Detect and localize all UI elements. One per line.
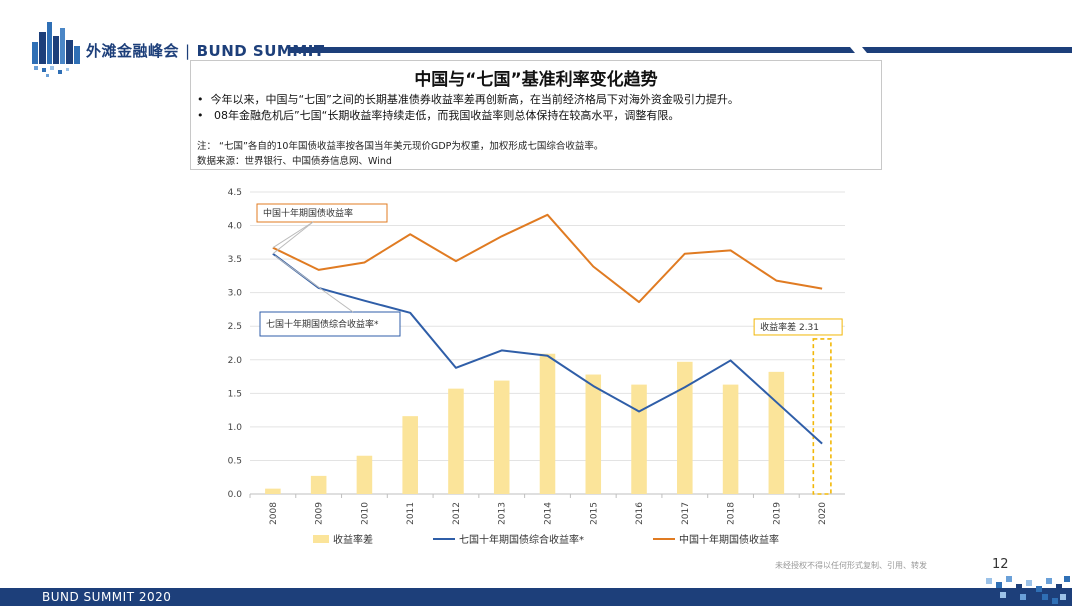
highlight-label-box bbox=[753, 318, 843, 336]
x-tick-label: 2009 bbox=[315, 502, 325, 525]
x-tick-label: 2012 bbox=[452, 502, 462, 525]
bar-收益率差 bbox=[585, 374, 602, 494]
y-tick-label: 2.5 bbox=[228, 322, 242, 332]
y-tick-label: 4.0 bbox=[228, 222, 243, 232]
page-title: 中国与“七国”基准利率变化趋势 bbox=[414, 70, 658, 90]
annotation-g7-leader bbox=[274, 255, 354, 313]
annotation-g7: 七国十年期国债综合收益率* bbox=[266, 318, 379, 330]
x-tick-label: 2013 bbox=[498, 502, 508, 525]
x-tick-label: 2018 bbox=[727, 502, 737, 525]
y-tick-label: 1.0 bbox=[228, 423, 243, 433]
annotation-china-box bbox=[256, 203, 388, 223]
chart-area: 0.0 0.5 1.0 1.5 2.0 2.5 3.0 3.5 4.0 4.5 2008 2009 20… bbox=[193, 182, 883, 557]
highlight-label: 收益率差 2.31 bbox=[760, 321, 819, 333]
x-tick-label: 2017 bbox=[681, 502, 691, 525]
x-tick-label: 2015 bbox=[589, 502, 599, 525]
bar-收益率差 bbox=[677, 361, 693, 494]
bar-收益率差 bbox=[722, 384, 739, 494]
skyline-logo-icon bbox=[32, 22, 80, 77]
bar-收益率差 bbox=[265, 488, 281, 494]
bar-收益率差 bbox=[539, 353, 556, 494]
y-tick-label: 2.0 bbox=[228, 356, 243, 366]
header-box: 中国与“七国”基准利率变化趋势 • 今年以来，中国与“七国”之间的长期基准债券收… bbox=[190, 60, 882, 170]
x-tick-label: 2016 bbox=[635, 502, 645, 525]
bar-收益率差 bbox=[310, 475, 327, 494]
y-tick-label: 3.5 bbox=[228, 255, 242, 265]
footer-text: BUND SUMMIT 2020 bbox=[42, 590, 172, 604]
page-number: 12 bbox=[992, 557, 1009, 572]
y-tick-label: 4.5 bbox=[228, 188, 242, 198]
bar-收益率差 bbox=[402, 416, 418, 494]
x-tick-label: 2020 bbox=[818, 502, 828, 525]
legend-label: 收益率差 bbox=[333, 533, 373, 546]
bar-收益率差 bbox=[631, 384, 647, 494]
header-stripe bbox=[290, 47, 1072, 53]
x-tick-label: 2019 bbox=[772, 502, 782, 525]
annotation-china-leader-2 bbox=[272, 221, 314, 255]
bar-收益率差 bbox=[493, 380, 510, 494]
x-tick-label: 2010 bbox=[360, 502, 370, 525]
footer-bar bbox=[0, 588, 1072, 606]
y-tick-label: 1.5 bbox=[228, 389, 242, 399]
annotation-china: 中国十年期国债收益率 bbox=[263, 207, 353, 219]
highlight-bar bbox=[812, 338, 832, 495]
y-tick-label: 0.5 bbox=[228, 456, 242, 466]
brand-logo bbox=[28, 18, 278, 80]
bar-收益率差 bbox=[356, 455, 373, 494]
x-tick-label: 2008 bbox=[269, 502, 279, 525]
note: 注： “七国”各自的10年国债收益率按各国当年美元现价GDP为权重，加权形成七国… bbox=[197, 141, 604, 152]
copyright: 未经授权不得以任何形式复制、引用、转发 bbox=[775, 561, 927, 570]
bar-收益率差 bbox=[768, 371, 785, 494]
series-line bbox=[272, 213, 823, 304]
y-tick-label: 3.0 bbox=[228, 289, 243, 299]
series-line bbox=[272, 252, 823, 445]
x-tick-label: 2014 bbox=[544, 502, 554, 525]
bar-收益率差 bbox=[448, 388, 464, 494]
y-tick-label: 0.0 bbox=[228, 490, 243, 500]
pixel-decoration-icon bbox=[986, 576, 1070, 604]
legend-label: 七国十年期国债综合收益率* bbox=[459, 533, 584, 546]
chart: 0.0 0.5 1.0 1.5 2.0 2.5 3.0 3.5 4.0 4.5 2008 2009 20… bbox=[228, 188, 845, 546]
legend-label: 中国十年期国债收益率 bbox=[679, 533, 779, 546]
bullet-1: • 今年以来，中国与“七国”之间的长期基准债券收益率差再创新高，在当前经济格局下… bbox=[197, 93, 739, 106]
annotation-g7-box bbox=[259, 311, 401, 337]
legend-swatch-bar bbox=[313, 535, 329, 543]
annotation-china-leader bbox=[272, 221, 314, 249]
bullet-2: • 08年金融危机后”七国“长期收益率持续走低，而我国收益率则总体保持在较高水平… bbox=[197, 109, 680, 122]
source: 数据来源：世界银行、中国债券信息网、Wind bbox=[197, 156, 392, 167]
brand-name: 外滩金融峰会 | BUND SUMMIT bbox=[86, 42, 325, 60]
x-tick-label: 2011 bbox=[406, 502, 416, 525]
